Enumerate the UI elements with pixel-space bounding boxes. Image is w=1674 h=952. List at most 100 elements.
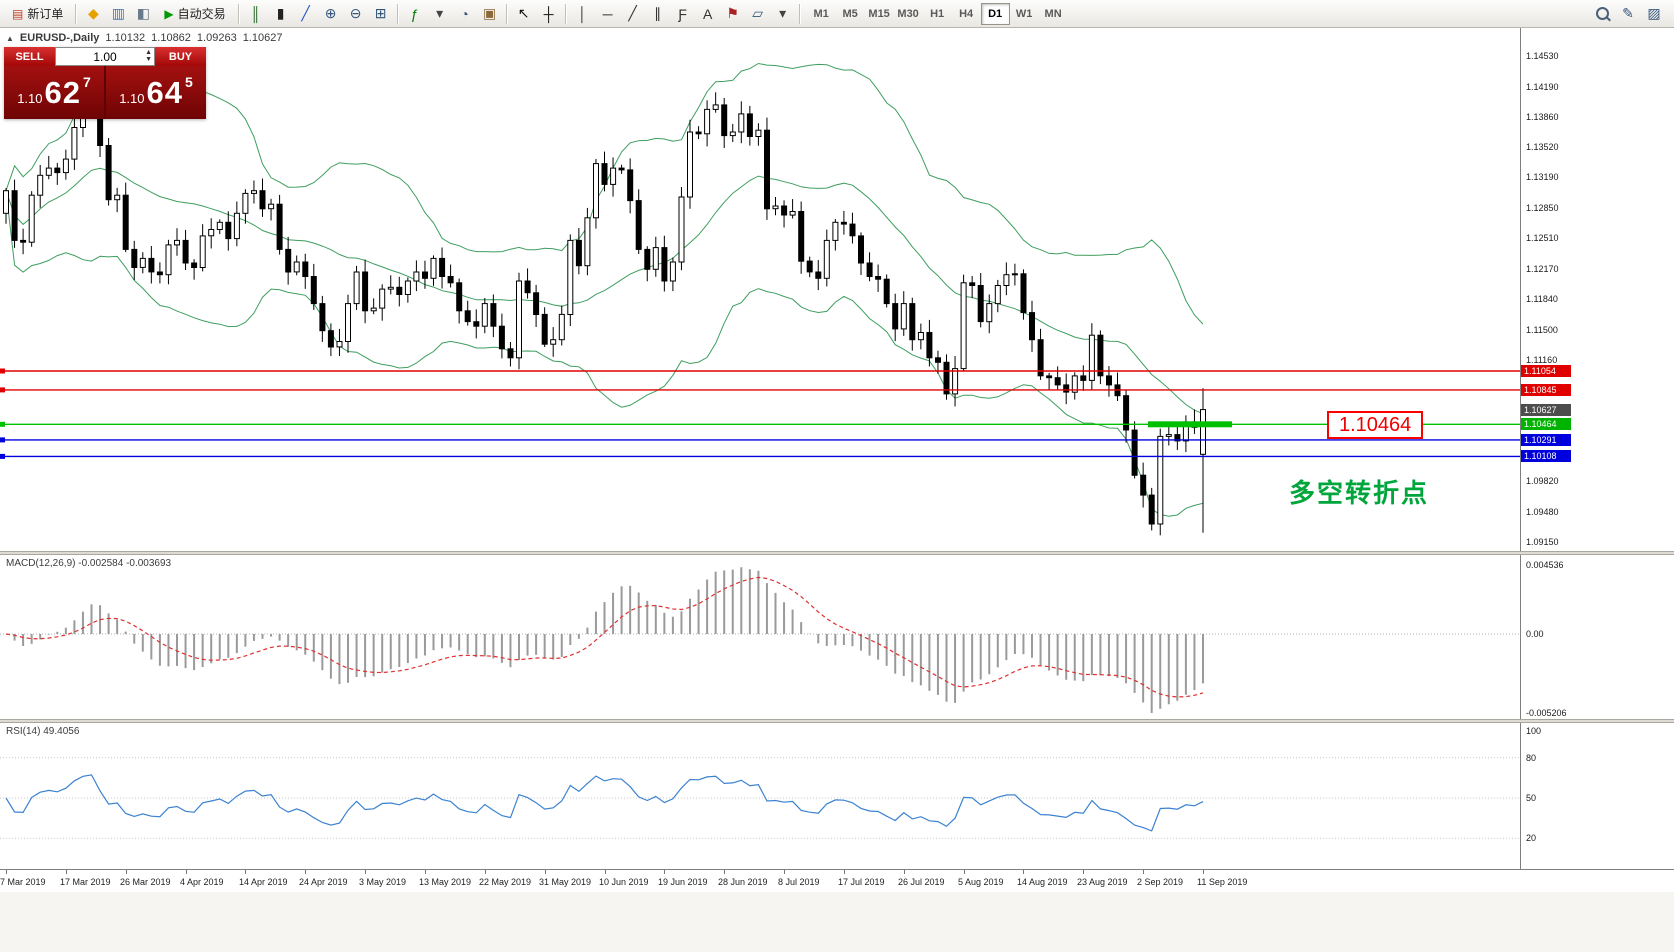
navigator-icon[interactable]: ◧ — [131, 2, 155, 26]
zoom-out-icon: ⊖ — [349, 5, 362, 21]
templates-icon: ▣ — [482, 5, 497, 21]
new-order-button[interactable]: ▤ 新订单 — [4, 2, 71, 26]
indicators-icon[interactable]: ƒ — [403, 2, 427, 26]
candlestick-chart-icon[interactable]: ▮ — [269, 2, 293, 26]
vertical-line-icon: │ — [578, 5, 587, 22]
toolbar-separator — [564, 3, 567, 24]
horizontal-lines-layer[interactable] — [0, 368, 1520, 459]
macd-canvas[interactable] — [0, 555, 1520, 719]
rsi-axis-label: 80 — [1526, 753, 1537, 763]
timeframe-group: M1 M5 M15 M30 H1 H4 D1 W1 MN — [807, 2, 1068, 25]
volume-up-button[interactable]: ▲ — [145, 49, 152, 56]
rsi-label: RSI(14) 49.4056 — [6, 726, 80, 737]
date-tick — [485, 870, 486, 874]
price-tag-resistance-line[interactable]: 1.11054 — [1521, 365, 1571, 377]
rsi-axis[interactable]: 100 80 50 20 — [1520, 723, 1674, 869]
search-icon[interactable] — [1590, 2, 1614, 26]
price-chart-canvas[interactable] — [0, 28, 1520, 551]
timeframe-m15[interactable]: M15 — [868, 7, 890, 20]
sell-price-display[interactable]: 1.10 62 7 — [4, 66, 104, 119]
text-icon[interactable]: A — [696, 2, 720, 26]
navigator-icon: ◧ — [136, 5, 150, 21]
line-chart-icon[interactable]: ╱ — [294, 2, 318, 26]
date-tick — [6, 870, 7, 874]
templates-icon[interactable]: ▣ — [478, 2, 502, 26]
sell-button[interactable]: SELL — [4, 47, 55, 66]
one-click-trade-panel: SELL ▲ ▼ BUY 1.10 62 7 1.10 64 5 — [4, 47, 206, 119]
buy-button[interactable]: BUY — [155, 47, 206, 66]
bar-chart-icon[interactable]: ║ — [244, 2, 268, 26]
price-axis-label: 1.11500 — [1526, 325, 1558, 335]
timeframe-d1[interactable]: D1 — [980, 2, 1010, 25]
buy-price-display[interactable]: 1.10 64 5 — [106, 66, 206, 119]
chart-header: ▲ EURUSD-,Daily 1.10132 1.10862 1.09263 … — [6, 32, 282, 44]
data-window-icon[interactable]: ▥ — [106, 2, 130, 26]
price-level-callout[interactable]: 1.10464 — [1327, 411, 1424, 439]
timeframe-m5[interactable]: M5 — [842, 7, 858, 20]
cursor-icon[interactable]: ↖ — [512, 2, 536, 26]
ohlc-open: 1.10132 — [105, 32, 146, 44]
price-axis-label: 1.13860 — [1526, 112, 1559, 122]
tile-windows-icon[interactable]: ⊞ — [369, 2, 393, 26]
date-label: 22 May 2019 — [479, 877, 532, 887]
auto-trading-button[interactable]: ▶ 自动交易 — [156, 2, 233, 26]
periods-icon[interactable]: ◔ — [453, 2, 477, 26]
trendline-icon[interactable]: ╱ — [621, 2, 645, 26]
line-chart-icon: ╱ — [301, 5, 310, 21]
price-tag-resistance-line[interactable]: 1.10845 — [1521, 384, 1571, 396]
window-background — [0, 892, 1674, 952]
alerts-icon[interactable]: ◆ — [81, 2, 105, 26]
rsi-canvas[interactable] — [0, 723, 1520, 869]
zoom-in-icon[interactable]: ⊕ — [319, 2, 343, 26]
crosshair-icon[interactable]: ┼ — [537, 2, 561, 26]
date-label: 17 Jul 2019 — [838, 877, 885, 887]
one-click-toggle-icon[interactable]: ▲ — [6, 33, 14, 43]
shapes-dropdown-icon[interactable]: ▾ — [771, 2, 795, 26]
alerts-icon: ◆ — [87, 5, 99, 21]
vertical-line-icon[interactable]: │ — [571, 2, 595, 26]
turning-point-note[interactable]: 多空转折点 — [1289, 478, 1430, 508]
indicators-dropdown-icon[interactable]: ▾ — [428, 2, 452, 26]
horizontal-line-icon[interactable]: ─ — [596, 2, 620, 26]
timeframe-mn[interactable]: MN — [1044, 7, 1062, 20]
price-tag-support-line[interactable]: 1.10108 — [1521, 450, 1571, 462]
properties-icon[interactable]: ▨ — [1642, 2, 1666, 26]
price-tag-pivot-line[interactable]: 1.10464 — [1521, 418, 1571, 430]
price-axis-label: 1.11160 — [1526, 355, 1558, 365]
fibonacci-icon[interactable]: Ƒ — [671, 2, 695, 26]
date-tick — [784, 870, 785, 874]
date-tick — [964, 870, 965, 874]
date-label: 26 Jul 2019 — [898, 877, 945, 887]
macd-axis-label: -0.005206 — [1526, 708, 1567, 718]
date-tick — [66, 870, 67, 874]
toolbar-separator — [396, 3, 399, 24]
date-tick — [126, 870, 127, 874]
date-label: 8 Jul 2019 — [778, 877, 820, 887]
timeframe-w1[interactable]: W1 — [1015, 7, 1033, 20]
panel-splitter-macd[interactable] — [0, 551, 1674, 555]
channel-icon[interactable]: ∥ — [646, 2, 670, 26]
timeframe-m30[interactable]: M30 — [897, 7, 919, 20]
label-icon: ⚑ — [726, 5, 739, 21]
volume-down-button[interactable]: ▼ — [145, 56, 152, 63]
bar-chart-icon: ║ — [250, 5, 261, 22]
date-tick — [545, 870, 546, 874]
date-label: 24 Apr 2019 — [299, 877, 348, 887]
zoom-out-icon[interactable]: ⊖ — [344, 2, 368, 26]
timeframe-h1[interactable]: H1 — [930, 7, 945, 20]
price-axis-label: 1.13190 — [1526, 172, 1559, 182]
volume-input[interactable] — [73, 48, 137, 65]
date-label: 17 Mar 2019 — [60, 877, 111, 887]
edit-icon[interactable]: ✎ — [1616, 2, 1640, 26]
date-axis[interactable]: 7 Mar 2019 17 Mar 2019 26 Mar 2019 4 Apr 20… — [0, 869, 1674, 892]
panel-splitter-rsi[interactable] — [0, 719, 1674, 723]
timeframe-m1[interactable]: M1 — [813, 7, 829, 20]
date-label: 4 Apr 2019 — [180, 877, 224, 887]
price-axis-label: 1.11840 — [1526, 294, 1558, 304]
shapes-icon[interactable]: ▱ — [746, 2, 770, 26]
macd-axis[interactable]: 0.004536 0.00 -0.005206 — [1520, 555, 1674, 719]
price-tag-support-line[interactable]: 1.10291 — [1521, 434, 1571, 446]
timeframe-h4[interactable]: H4 — [959, 7, 974, 20]
price-axis[interactable]: 1.14530 1.14190 1.13860 1.13520 1.13190 1.128… — [1520, 28, 1674, 551]
label-icon[interactable]: ⚑ — [721, 2, 745, 26]
